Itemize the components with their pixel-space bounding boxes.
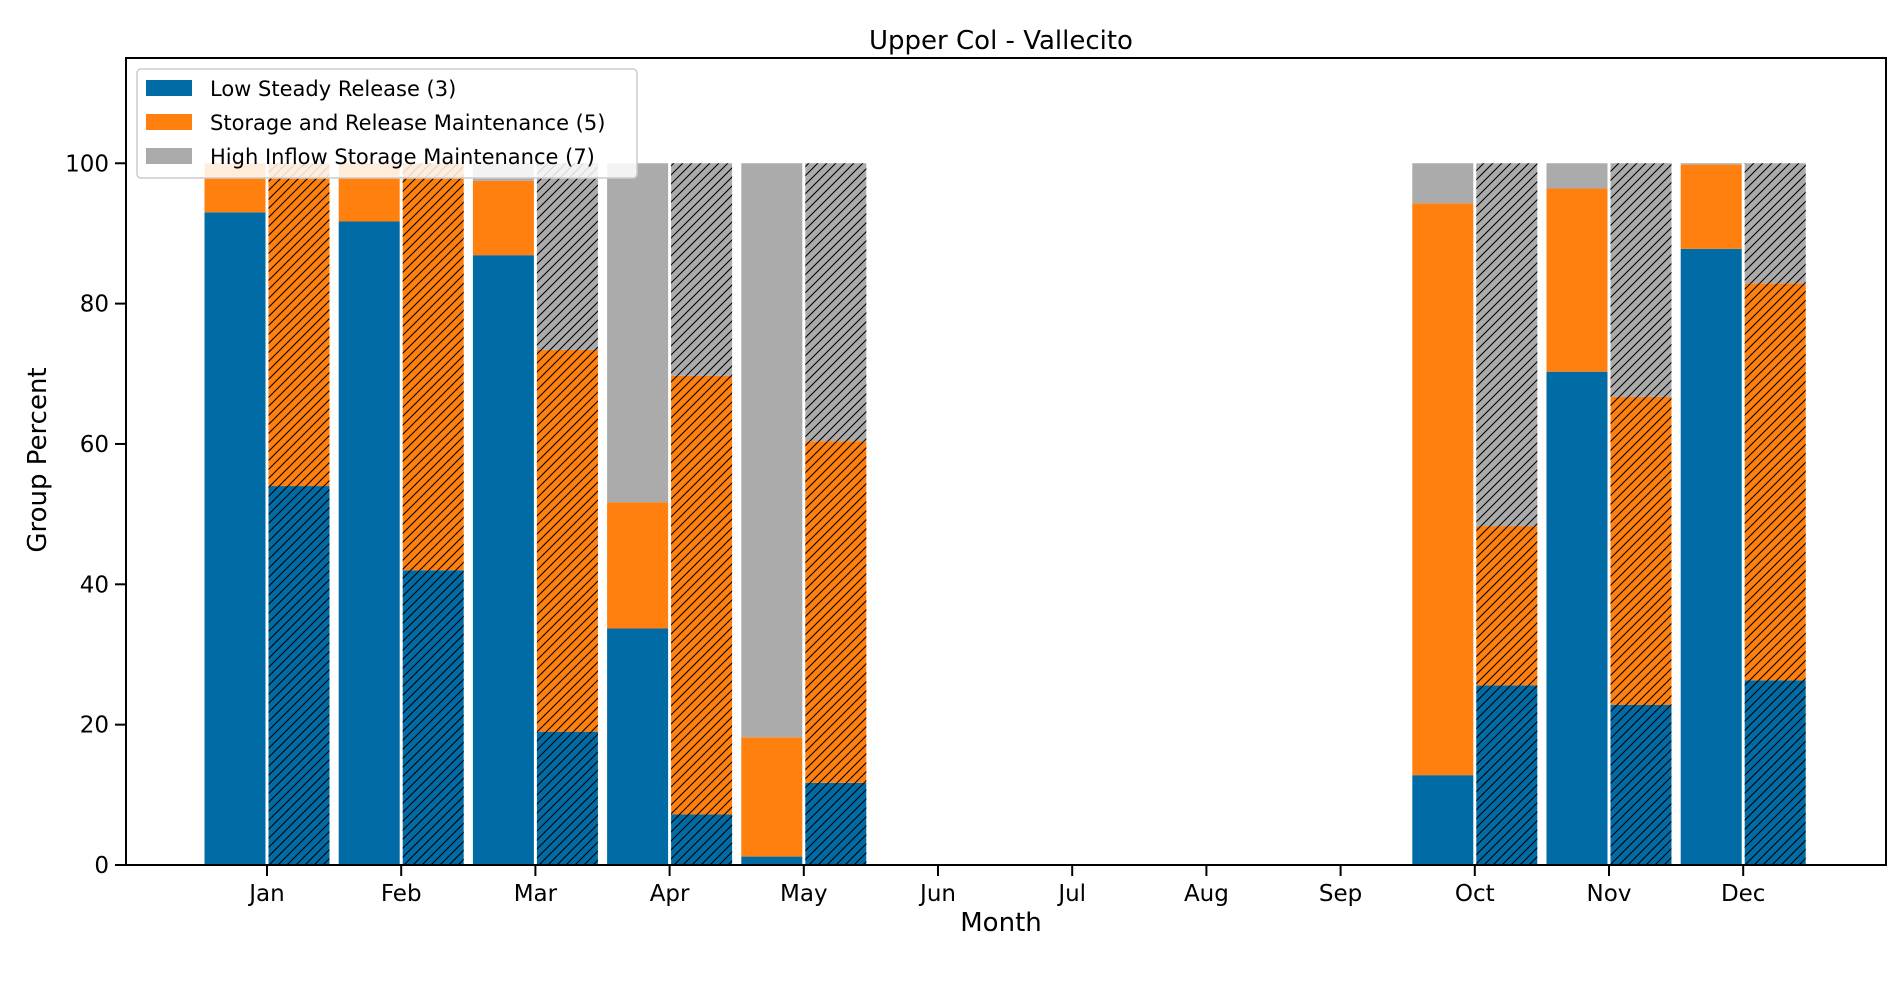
bar-hatch-overlay: [671, 163, 733, 376]
bar-hatch-overlay: [1744, 283, 1806, 681]
bar-apr-solid-storage-and-release-maintenance-5: [607, 502, 669, 629]
bar-feb-solid-low-steady-release-3: [338, 221, 400, 865]
bar-hatch-overlay: [1744, 163, 1806, 284]
y-axis-label: Group Percent: [23, 367, 53, 552]
legend-label: Storage and Release Maintenance (5): [210, 111, 605, 135]
bar-nov-solid-storage-and-release-maintenance-5: [1546, 188, 1608, 372]
bar-hatch-overlay: [402, 570, 464, 865]
bar-hatch-overlay: [1476, 526, 1538, 686]
bar-jan-solid-low-steady-release-3: [204, 212, 266, 865]
bar-hatch-overlay: [268, 163, 330, 487]
x-tick-label: Mar: [514, 881, 558, 907]
legend-swatch: [146, 80, 192, 96]
y-tick-label: 60: [80, 432, 109, 458]
x-axis-label: Month: [960, 908, 1042, 938]
x-tick-label: Jan: [247, 881, 284, 907]
bar-hatch-overlay: [1476, 163, 1538, 527]
y-tick-label: 100: [65, 151, 109, 177]
y-tick-label: 40: [80, 572, 109, 598]
x-tick-label: Jul: [1056, 881, 1086, 907]
legend-swatch: [146, 148, 192, 164]
bar-apr-solid-low-steady-release-3: [607, 628, 669, 865]
y-tick-label: 20: [80, 713, 109, 739]
bar-dec-solid-high-inflow-storage-maintenance-7: [1680, 163, 1742, 165]
bar-hatch-overlay: [536, 163, 598, 350]
x-tick-label: May: [780, 881, 828, 907]
x-tick-label: Jun: [918, 881, 956, 907]
bar-dec-solid-storage-and-release-maintenance-5: [1680, 164, 1742, 249]
bar-nov-solid-low-steady-release-3: [1546, 371, 1608, 865]
bar-may-solid-storage-and-release-maintenance-5: [741, 737, 803, 857]
y-tick-label: 80: [80, 292, 109, 318]
bar-hatch-overlay: [1476, 685, 1538, 865]
bar-hatch-overlay: [805, 441, 867, 783]
bar-nov-solid-high-inflow-storage-maintenance-7: [1546, 163, 1608, 189]
bar-hatch-overlay: [402, 163, 464, 571]
bar-hatch-overlay: [805, 163, 867, 442]
bar-hatch-overlay: [536, 349, 598, 732]
y-tick-label: 0: [94, 853, 109, 879]
x-tick-label: Nov: [1587, 881, 1632, 907]
plot-frame: [125, 57, 1887, 866]
bar-oct-solid-storage-and-release-maintenance-5: [1412, 203, 1474, 776]
bar-oct-solid-high-inflow-storage-maintenance-7: [1412, 163, 1474, 204]
x-tick-label: Feb: [381, 881, 422, 907]
bar-hatch-overlay: [805, 782, 867, 865]
bar-apr-solid-high-inflow-storage-maintenance-7: [607, 163, 669, 503]
bar-hatch-overlay: [1610, 396, 1672, 706]
bar-hatch-overlay: [1610, 163, 1672, 397]
bar-hatch-overlay: [1744, 680, 1806, 865]
bar-mar-solid-low-steady-release-3: [472, 255, 534, 865]
bar-may-solid-low-steady-release-3: [741, 856, 803, 865]
x-tick-label: Apr: [650, 881, 690, 907]
bar-hatch-overlay: [536, 731, 598, 865]
bar-dec-solid-low-steady-release-3: [1680, 248, 1742, 865]
bar-hatch-overlay: [268, 486, 330, 865]
bar-hatch-overlay: [671, 375, 733, 815]
x-tick-label: Oct: [1455, 881, 1495, 907]
legend-label: Low Steady Release (3): [210, 77, 456, 101]
legend-label: High Inflow Storage Maintenance (7): [210, 145, 595, 169]
x-tick-label: Aug: [1184, 881, 1229, 907]
bar-oct-solid-low-steady-release-3: [1412, 775, 1474, 865]
x-tick-label: Dec: [1721, 881, 1766, 907]
legend: Low Steady Release (3) Storage and Releas…: [136, 68, 638, 179]
bar-may-solid-high-inflow-storage-maintenance-7: [741, 163, 803, 738]
legend-box: [136, 68, 638, 179]
bar-hatch-overlay: [671, 814, 733, 865]
bar-hatch-overlay: [1610, 705, 1672, 865]
axes-layer: 0 20 40 60 80 100 Jan Feb Mar Apr May Jun Jul Aug Sep O…: [65, 57, 1887, 907]
legend-swatch: [146, 114, 192, 130]
bars-layer: [204, 163, 1806, 865]
bar-mar-solid-storage-and-release-maintenance-5: [472, 180, 534, 256]
x-tick-label: Sep: [1319, 881, 1362, 907]
chart-title: Upper Col - Vallecito: [869, 26, 1133, 56]
